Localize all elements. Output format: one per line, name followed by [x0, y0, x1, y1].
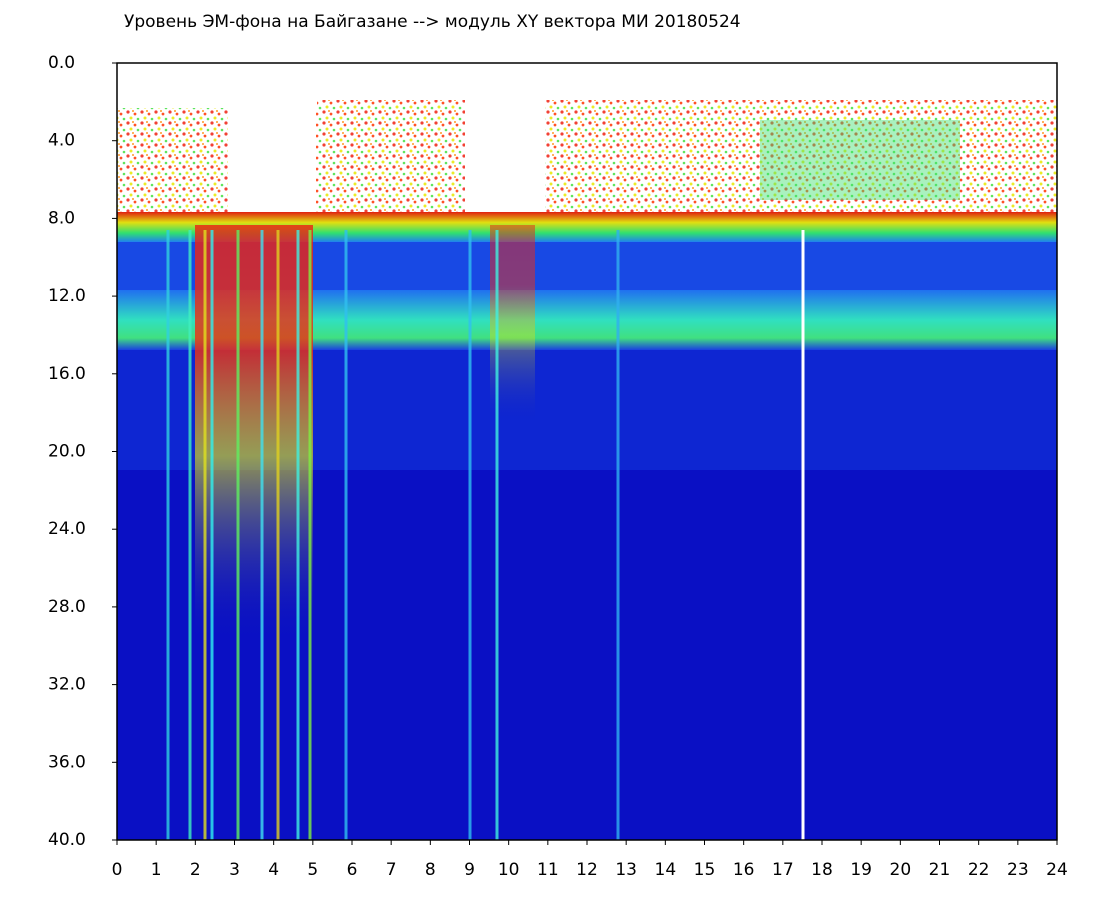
spectrogram [117, 63, 1057, 840]
x-tick-label: 22 [968, 860, 990, 880]
y-tick-label: 28.0 [48, 597, 86, 617]
x-tick-label: 12 [576, 860, 598, 880]
y-tick-label: 4.0 [48, 131, 75, 151]
x-tick-label: 5 [307, 860, 318, 880]
x-tick-label: 15 [694, 860, 716, 880]
x-tick-label: 14 [655, 860, 677, 880]
x-tick-label: 0 [112, 860, 123, 880]
y-tick-label: 0.0 [48, 53, 75, 73]
x-tick-label: 18 [811, 860, 833, 880]
x-tick-label: 20 [890, 860, 912, 880]
y-tick-label: 8.0 [48, 208, 75, 228]
x-tick-label: 11 [537, 860, 559, 880]
x-tick-label: 21 [929, 860, 951, 880]
x-tick-label: 19 [850, 860, 872, 880]
x-tick-label: 7 [386, 860, 397, 880]
x-tick-label: 17 [772, 860, 794, 880]
x-tick-label: 10 [498, 860, 520, 880]
y-tick-label: 20.0 [48, 442, 86, 462]
y-tick-label: 12.0 [48, 286, 86, 306]
y-tick-label: 36.0 [48, 752, 86, 772]
y-tick-label: 24.0 [48, 519, 86, 539]
x-tick-label: 24 [1046, 860, 1068, 880]
x-tick-label: 16 [733, 860, 755, 880]
x-tick-label: 6 [347, 860, 358, 880]
x-tick-label: 23 [1007, 860, 1029, 880]
x-tick-label: 4 [268, 860, 279, 880]
x-tick-label: 1 [151, 860, 162, 880]
y-tick-label: 32.0 [48, 675, 86, 695]
x-tick-label: 2 [190, 860, 201, 880]
x-tick-label: 13 [615, 860, 637, 880]
x-tick-label: 9 [464, 860, 475, 880]
y-tick-label: 16.0 [48, 364, 86, 384]
x-tick-label: 8 [425, 860, 436, 880]
x-tick-label: 3 [229, 860, 240, 880]
y-tick-label: 40.0 [48, 830, 86, 850]
chart-title: Уровень ЭМ-фона на Байгазане --> модуль … [124, 12, 741, 32]
